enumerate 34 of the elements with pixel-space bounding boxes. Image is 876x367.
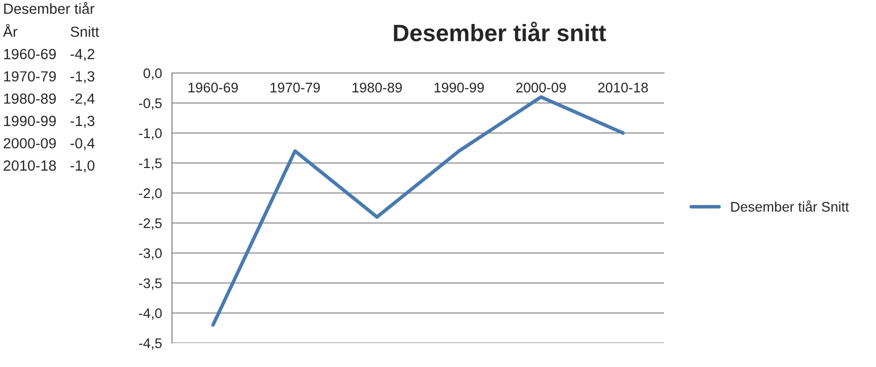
text: 1990-99 <box>4 116 56 126</box>
text: -1,0 <box>70 160 94 172</box>
text: -1,3 <box>70 116 94 128</box>
text: -1,3 <box>70 71 94 84</box>
x-tick-label: 2000-09 <box>516 82 566 92</box>
text: 1970-79 <box>4 71 56 82</box>
chart-title: Desember tiår snitt <box>394 22 606 42</box>
x-tick-label: 2010-18 <box>598 82 648 92</box>
y-tick-label: -1,5 <box>138 158 162 170</box>
text: -4,2 <box>70 48 94 61</box>
y-tick-label: -2,5 <box>138 218 162 230</box>
y-tick-label: -2,0 <box>138 188 162 200</box>
text: År <box>3 24 18 37</box>
y-tick-label: 0,0 <box>144 68 162 80</box>
x-tick-label: 1970-79 <box>270 82 320 92</box>
x-tick-label: 1960-69 <box>188 82 238 92</box>
y-tick-label: -4,5 <box>138 338 162 350</box>
text: Desember tiår <box>4 2 94 14</box>
line-series <box>211 95 625 327</box>
y-tick-label: -4,0 <box>138 308 162 320</box>
y-tick-label: -1,0 <box>138 128 162 140</box>
y-tick-label: -0,5 <box>138 98 162 110</box>
legend-label: Desember tiår Snitt <box>731 200 849 212</box>
text: 1980-89 <box>4 93 56 104</box>
text: Snitt <box>70 26 100 37</box>
y-tick-label: -3,0 <box>138 248 162 260</box>
x-tick-label: 1990-99 <box>434 82 484 92</box>
x-tick-label: 1980-89 <box>352 82 402 92</box>
y-tick-label: -3,5 <box>138 278 162 290</box>
text: 1960-69 <box>4 48 56 60</box>
text: 2010-18 <box>4 160 56 171</box>
text: 2000-09 <box>4 138 56 148</box>
text: -2,4 <box>70 93 95 106</box>
text: -0,4 <box>70 138 95 150</box>
